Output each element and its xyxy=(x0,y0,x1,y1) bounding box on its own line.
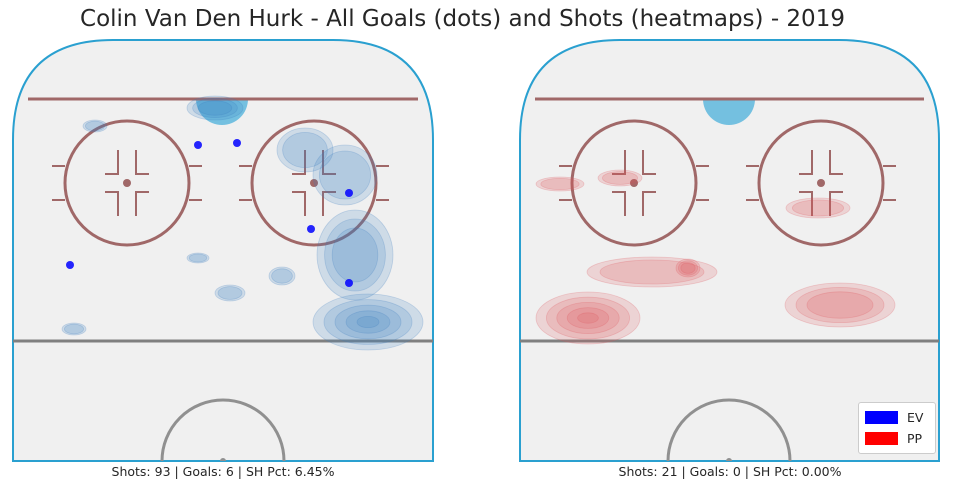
shot-contour xyxy=(324,218,386,292)
rink-right-crease xyxy=(703,99,755,125)
shot-contour xyxy=(217,286,243,300)
rink-left-crease xyxy=(196,99,248,125)
shot-contour xyxy=(312,144,378,206)
shot-contour xyxy=(197,100,233,116)
legend-swatch-pp xyxy=(865,432,898,445)
shot-contour xyxy=(795,286,885,323)
legend-label-pp: PP xyxy=(907,431,923,446)
rink-left-surface xyxy=(12,39,434,462)
shot-contour xyxy=(599,259,705,285)
shot-contour xyxy=(271,268,293,284)
rink-left-faceoff-circle-2 xyxy=(239,119,389,247)
shot-contour xyxy=(806,291,874,319)
heatmap-left xyxy=(61,95,424,351)
shot-contour xyxy=(566,307,610,329)
rink-right xyxy=(519,39,940,462)
shot-contour xyxy=(535,291,641,345)
shot-contour xyxy=(61,322,87,336)
heatmap-right xyxy=(535,169,896,345)
rink-right-faceoff-circle-1 xyxy=(559,119,709,247)
goal-dot xyxy=(194,141,202,149)
shot-contour xyxy=(792,199,845,217)
shot-contour xyxy=(345,310,391,334)
legend-item-ev: EV xyxy=(865,407,929,428)
shot-contour xyxy=(535,176,585,192)
shot-contour xyxy=(356,315,380,328)
shot-contour xyxy=(784,282,896,328)
rink-right-surface xyxy=(519,39,940,462)
rink-right-faceoff-circle-2 xyxy=(746,119,896,247)
shot-contour xyxy=(186,252,210,264)
shot-contour xyxy=(188,253,208,263)
legend-swatch-ev xyxy=(865,411,898,424)
shot-contour xyxy=(334,304,402,340)
shot-contour xyxy=(586,256,718,288)
shot-contour xyxy=(577,312,599,324)
shot-contour xyxy=(318,150,371,200)
rink-left xyxy=(12,39,434,462)
shot-contour xyxy=(282,131,328,168)
shot-contour xyxy=(214,284,246,302)
chart-title: Colin Van Den Hurk - All Goals (dots) an… xyxy=(80,6,845,32)
legend-item-pp: PP xyxy=(865,428,929,449)
shot-contour xyxy=(785,197,851,219)
goal-dot xyxy=(345,189,353,197)
goal-dots-left xyxy=(66,139,353,287)
shot-contour xyxy=(186,95,244,121)
shot-contour xyxy=(675,258,701,278)
shot-contour xyxy=(85,120,106,132)
shot-contour xyxy=(276,127,334,173)
rink-right-center-circle xyxy=(666,398,792,461)
shot-contour xyxy=(323,299,413,345)
shot-contour xyxy=(331,227,379,283)
goal-dot xyxy=(66,261,74,269)
caption-right: Shots: 21 | Goals: 0 | SH Pct: 0.00% xyxy=(618,464,842,479)
caption-left: Shots: 93 | Goals: 6 | SH Pct: 6.45% xyxy=(111,464,335,479)
goal-dot xyxy=(233,139,241,147)
shot-contour xyxy=(556,301,620,334)
shot-contour xyxy=(540,177,580,190)
goal-dot xyxy=(345,279,353,287)
shot-contour xyxy=(316,209,394,301)
legend: EV PP xyxy=(858,402,936,454)
shot-contour xyxy=(680,262,696,274)
rink-left-faceoff-circle-1 xyxy=(52,119,202,247)
shot-contour xyxy=(678,260,699,276)
legend-label-ev: EV xyxy=(907,410,924,425)
shot-contour xyxy=(602,171,639,185)
shot-contour xyxy=(268,266,296,286)
shot-contour xyxy=(82,119,108,133)
shot-contour xyxy=(64,323,85,335)
shot-contour xyxy=(192,98,238,119)
goal-dot xyxy=(307,225,315,233)
shot-contour xyxy=(312,293,424,351)
rink-left-center-circle xyxy=(160,398,286,461)
shot-contour xyxy=(546,296,631,340)
shot-contour xyxy=(597,169,643,187)
